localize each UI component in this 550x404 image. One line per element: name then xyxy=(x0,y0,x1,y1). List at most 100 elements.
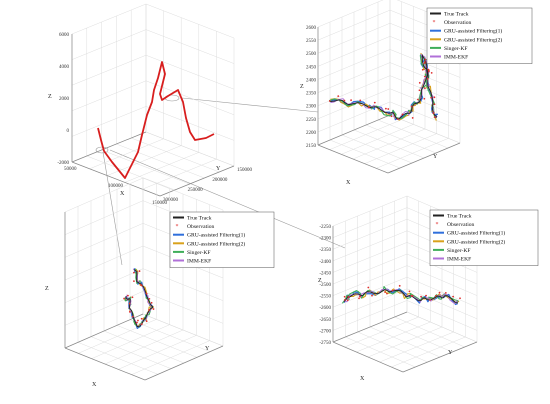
tick-label: -2450 xyxy=(319,271,331,276)
observation-point xyxy=(438,291,441,294)
tick-label: 2450 xyxy=(306,65,317,70)
grid-line xyxy=(71,3,147,35)
tick-label: 100000 xyxy=(108,184,124,189)
tick-label: 2550 xyxy=(306,39,317,44)
tick-label: 6000 xyxy=(59,33,70,38)
observation-point xyxy=(427,70,430,73)
grid-line xyxy=(365,124,437,154)
legend-label: IMM-EKF xyxy=(444,55,468,61)
observation-point xyxy=(420,295,422,298)
tick-label: 150000 xyxy=(152,201,168,206)
observation-point xyxy=(430,96,433,99)
tick-label: -2250 xyxy=(319,225,331,230)
observation-point xyxy=(128,302,131,305)
legend-label: Observation xyxy=(444,20,472,26)
grid-line xyxy=(142,268,224,301)
axis-line xyxy=(387,142,461,174)
legend-box xyxy=(169,211,275,268)
grid-line xyxy=(142,158,217,190)
observation-point xyxy=(390,115,393,118)
legend-label: IMM-EKF xyxy=(447,257,471,263)
tick-label: 2400 xyxy=(306,78,317,83)
grid-line xyxy=(332,253,408,285)
observation-point xyxy=(396,118,399,121)
observation-point xyxy=(343,99,346,102)
observation-point xyxy=(346,299,349,302)
observation-point xyxy=(459,297,461,300)
grid-line xyxy=(145,3,235,39)
grid-line xyxy=(394,316,465,348)
grid-line xyxy=(406,253,478,285)
tick-label: 2000 xyxy=(59,97,70,102)
observation-point xyxy=(429,299,431,301)
y-axis-label: Y xyxy=(216,166,221,172)
tick-label: 300000 xyxy=(163,198,179,203)
grid-line xyxy=(129,319,211,352)
legend-box xyxy=(426,7,533,64)
grid-line xyxy=(317,0,384,28)
observation-point xyxy=(128,310,131,313)
tick-label: 0 xyxy=(67,129,70,134)
legend-label: GRU-assisted Filtering(2) xyxy=(447,238,505,245)
observation-point xyxy=(138,270,141,273)
grid-line xyxy=(116,325,198,358)
series-true-track-line xyxy=(329,53,437,120)
grid-line xyxy=(389,114,461,144)
grid-line xyxy=(357,331,428,363)
x-axis-label: X xyxy=(120,191,125,197)
grid-line xyxy=(64,177,144,213)
grid-line xyxy=(71,54,147,86)
observation-point xyxy=(140,323,143,326)
axis-line xyxy=(144,345,224,381)
observation-point xyxy=(347,296,350,298)
grid-line xyxy=(341,134,413,164)
grid-line xyxy=(406,311,478,343)
observation-point xyxy=(433,96,436,99)
axis-line xyxy=(402,341,478,373)
grid-line xyxy=(317,36,391,67)
observation-point xyxy=(140,317,143,320)
legend-label: True Track xyxy=(444,12,469,18)
legend-label: Observation xyxy=(187,224,215,230)
tick-label: 50000 xyxy=(64,167,77,172)
observation-point xyxy=(133,271,135,274)
tick-label: -2550 xyxy=(319,295,331,300)
series-true-track-line xyxy=(125,269,154,328)
grid-line xyxy=(317,23,391,54)
grid-line xyxy=(124,152,199,183)
grid-line xyxy=(145,80,235,116)
observation-point xyxy=(430,71,433,74)
grid-line xyxy=(406,300,478,331)
tick-label: 2350 xyxy=(306,92,317,97)
axis-line xyxy=(64,313,144,349)
tick-label: 2250 xyxy=(306,118,317,123)
observation-point xyxy=(426,78,429,80)
axis-line xyxy=(71,131,147,163)
axis-line xyxy=(317,114,391,146)
grid-line xyxy=(317,62,391,93)
panel-zoom-bottom-left: Z X Y True Track * Observation GRU-assisted Fi… xyxy=(45,177,275,388)
legend-label: Singer-KF xyxy=(187,250,211,256)
observation-point xyxy=(137,319,139,322)
observation-point xyxy=(367,106,370,109)
grid-line xyxy=(332,218,408,250)
grid-line xyxy=(64,223,144,258)
z-axis-label: Z xyxy=(318,278,322,284)
grid-line xyxy=(71,29,147,60)
grid-line xyxy=(317,49,391,80)
legend-label: True Track xyxy=(447,214,472,220)
observation-point xyxy=(401,113,404,116)
grid-line xyxy=(332,288,408,320)
observation-point xyxy=(398,284,401,287)
tick-label: -2750 xyxy=(319,341,331,346)
observation-point xyxy=(150,301,153,304)
grid-lines xyxy=(64,177,224,381)
tick-label: -2500 xyxy=(319,283,331,288)
tick-label: -2300 xyxy=(319,237,331,242)
observation-point xyxy=(408,290,411,293)
axis-lines xyxy=(64,212,224,381)
axis-line xyxy=(317,144,389,174)
observation-point xyxy=(433,103,436,106)
observation-point xyxy=(452,295,455,298)
